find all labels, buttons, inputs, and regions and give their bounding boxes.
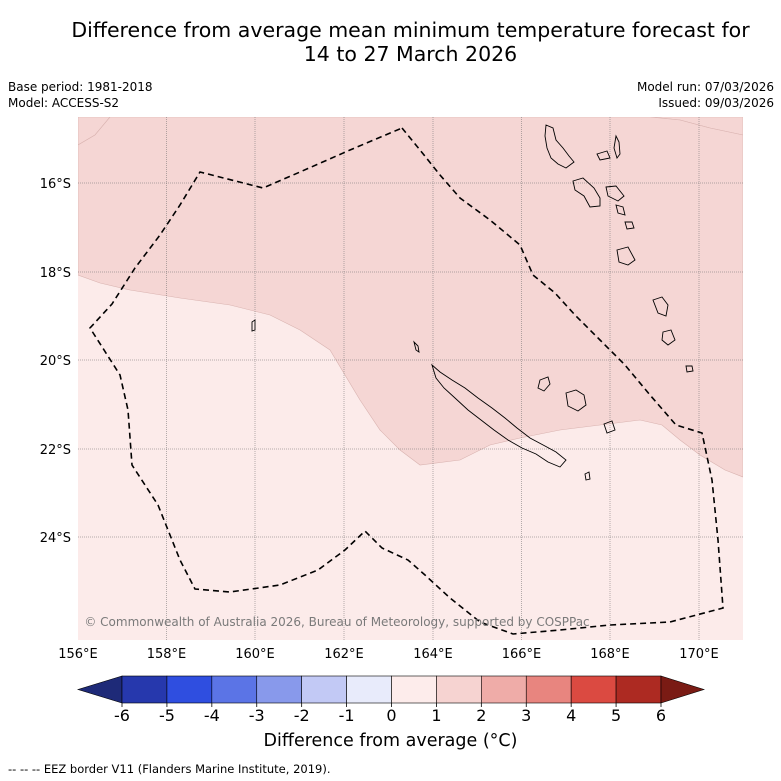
lat-label: 20°S (40, 354, 71, 369)
model-name: Model: ACCESS-S2 (8, 96, 120, 110)
map-title-line1: Difference from average mean minimum tem… (71, 18, 750, 42)
lon-label: 158°E (147, 647, 187, 662)
anomaly-band-1-2-main (78, 117, 743, 478)
colorbar-cell (301, 675, 347, 704)
issued-date: Issued: 09/03/2026 (658, 96, 774, 110)
colorbar-extend-low (76, 675, 123, 704)
meta-right: Model run: 07/03/2026 Issued: 09/03/2026 (637, 79, 774, 111)
base-period: Base period: 1981-2018 (8, 80, 153, 94)
gridlines (78, 117, 743, 640)
coastlines (251, 124, 694, 481)
colorbar-cell (391, 675, 437, 704)
colorbar-tick-label: -6 (114, 706, 130, 725)
eez-footnote: -- -- -- EEZ border V11 (Flanders Marine… (8, 762, 331, 776)
colorbar-tick-label: 2 (476, 706, 486, 725)
colorbar-tick-label: 3 (521, 706, 531, 725)
colorbar-tick-label: 5 (611, 706, 621, 725)
model-run: Model run: 07/03/2026 (636, 80, 774, 94)
colorbar-tick-label: 0 (386, 706, 396, 725)
colorbar-cell (615, 675, 662, 704)
loyalty-islands (537, 376, 551, 392)
lat-label: 22°S (40, 443, 71, 458)
eez-border (88, 127, 724, 635)
colorbar-cell (436, 675, 482, 704)
colorbar-tick-label: -4 (204, 706, 220, 725)
lat-label: 24°S (40, 531, 71, 546)
colorbar-tick-label: -3 (249, 706, 265, 725)
map-title-line2: 14 to 27 March 2026 (303, 42, 518, 66)
lon-label: 168°E (590, 647, 630, 662)
lon-label: 162°E (324, 647, 364, 662)
colorbar-tick-label: 1 (431, 706, 441, 725)
copyright-notice: © Commonwealth of Australia 2026, Bureau… (84, 615, 589, 629)
colorbar-cell (166, 675, 213, 704)
lon-label: 170°E (679, 647, 719, 662)
lon-label: 156°E (58, 647, 98, 662)
lon-label: 166°E (502, 647, 542, 662)
map-title: Difference from average mean minimum tem… (0, 18, 781, 66)
lat-label: 16°S (40, 177, 71, 192)
colorbar-tick-label: 4 (566, 706, 576, 725)
colorbar-title: Difference from average (°C) (263, 731, 518, 751)
colorbar-cells (76, 675, 706, 704)
colorbar-tick-label: -1 (339, 706, 355, 725)
colorbar-tick-label: 6 (656, 706, 666, 725)
colorbar-tick-label: -5 (159, 706, 175, 725)
lat-label: 18°S (40, 266, 71, 281)
colorbar-tick-label: -2 (294, 706, 310, 725)
lon-label: 160°E (235, 647, 275, 662)
lon-label: 164°E (413, 647, 453, 662)
colorbar-cell (121, 675, 168, 704)
colorbar-cell (256, 675, 302, 704)
colorbar-ticks: -6 -5 -4 -3 -2 -1 0 1 2 3 4 5 6 (114, 703, 666, 725)
colorbar-cell (346, 675, 392, 704)
colorbar-cell (525, 675, 572, 704)
colorbar-cell (211, 675, 258, 704)
colorbar-cell (570, 675, 617, 704)
vanuatu-islands (544, 124, 575, 169)
meta-left: Base period: 1981-2018 Model: ACCESS-S2 (8, 79, 153, 111)
colorbar-extend-high (660, 675, 706, 704)
colorbar-cell (481, 675, 527, 704)
new-caledonia-island (431, 363, 567, 468)
